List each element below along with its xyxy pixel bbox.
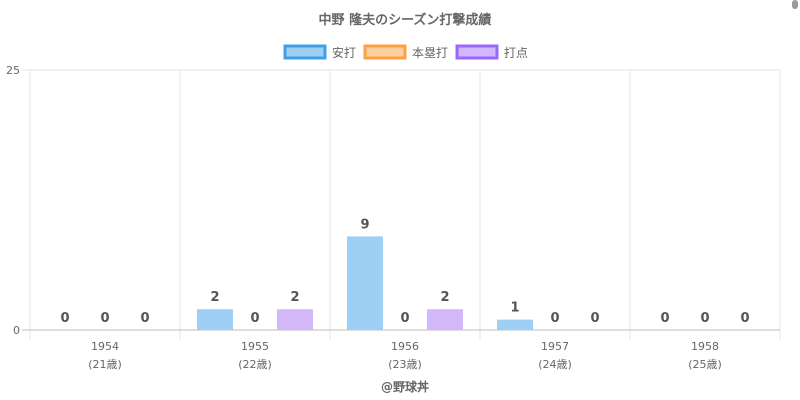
legend[interactable]: 安打 本塁打 打点 [283,44,528,60]
data-label: 0 [740,311,749,326]
data-label: 0 [140,311,149,326]
x-tick-label: 1958 [691,340,719,353]
data-label: 9 [360,217,369,232]
legend-item[interactable]: 本塁打 [363,44,448,60]
x-tick-label: 1956 [391,340,419,353]
legend-label: 安打 [332,45,356,60]
x-tick-sublabel: (24歳) [538,358,572,371]
legend-item[interactable]: 安打 [283,44,356,60]
data-label: 0 [700,311,709,326]
legend-swatch [455,44,499,60]
bar-打点 [427,309,463,330]
x-tick-sublabel: (25歳) [688,358,722,371]
y-tick-label: 0 [13,324,20,337]
data-label: 0 [60,311,69,326]
data-label: 2 [440,290,449,305]
x-tick-sublabel: (21歳) [88,358,122,371]
data-label: 0 [590,311,599,326]
y-tick-label: 25 [6,64,20,77]
x-tick-label: 1954 [91,340,119,353]
x-axis-title: @野球丼 [381,379,429,394]
x-tick-label: 1955 [241,340,269,353]
grid-lines [22,69,781,340]
data-label: 0 [550,311,559,326]
bars [197,236,533,330]
bar-安打 [497,319,533,330]
scrollbar-thumb[interactable] [792,0,798,9]
data-labels: 0 2 9 1 0 0 0 0 0 0 0 2 2 0 0 [60,217,749,326]
data-label: 2 [290,290,299,305]
bar-打点 [277,309,313,330]
x-tick-sublabel: (23歳) [388,358,422,371]
chart-title: 中野 隆夫のシーズン打撃成績 [319,12,492,28]
data-label: 0 [250,311,259,326]
y-axis: 0 25 [6,64,20,337]
bar-安打 [197,309,233,330]
bar-安打 [347,236,383,330]
data-label: 1 [510,301,519,316]
data-label: 2 [210,290,219,305]
legend-swatch [363,44,407,60]
data-label: 0 [400,311,409,326]
x-tick-sublabel: (22歳) [238,358,272,371]
data-label: 0 [660,311,669,326]
x-tick-label: 1957 [541,340,569,353]
legend-item[interactable]: 打点 [455,44,528,60]
x-axis: 1954 (21歳) 1955 (22歳) 1956 (23歳) 1957 (24歳) 1958… [88,340,722,371]
legend-swatch [283,44,327,60]
legend-label: 打点 [504,46,528,60]
legend-label: 本塁打 [412,46,448,60]
data-label: 0 [100,311,109,326]
